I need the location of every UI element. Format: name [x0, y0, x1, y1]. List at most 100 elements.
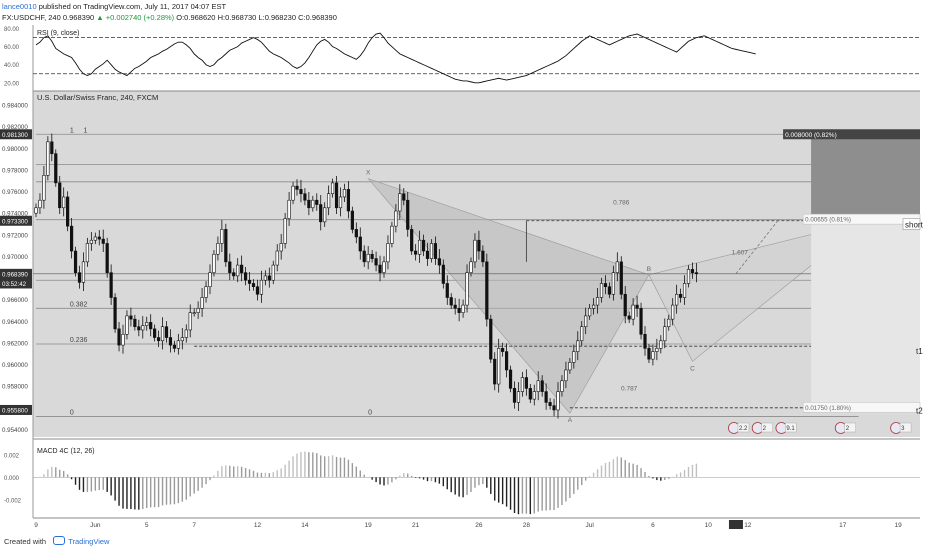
- event-badge: 2: [763, 426, 767, 432]
- pattern-point-label: B: [647, 266, 651, 273]
- candle-bear: [528, 388, 532, 400]
- candle-bear: [449, 297, 453, 306]
- candle-bear: [73, 250, 78, 273]
- candle-bear: [243, 272, 248, 281]
- candle-bull: [271, 264, 275, 281]
- rsi-title: RSI (9, close): [37, 30, 79, 37]
- candle-bull: [212, 253, 216, 273]
- candle-bear: [639, 308, 643, 335]
- candle-bull: [366, 253, 370, 263]
- candle-bull: [675, 293, 679, 306]
- candle-bear: [251, 283, 256, 288]
- candle-bull: [564, 369, 568, 382]
- candle-bear: [406, 199, 410, 230]
- candle-bear: [58, 182, 62, 209]
- time-tick-label: 21: [412, 522, 420, 529]
- price-tag-bg: [0, 215, 32, 226]
- trade-label: t2: [916, 407, 923, 416]
- price-tag: 0.981300: [2, 132, 28, 139]
- event-badge: 3: [901, 426, 905, 432]
- ohlc-open: O:0.968620: [176, 13, 216, 22]
- candle-bear: [66, 196, 70, 227]
- candle-bull: [588, 308, 592, 317]
- main-chart-title: U.S. Dollar/Swiss Franc, 240, FXCM: [37, 93, 158, 102]
- time-tick-label: 19: [894, 522, 902, 529]
- event-badge-bg: [737, 422, 750, 433]
- time-tick-label: Jul: [585, 522, 594, 529]
- candle-bear: [441, 264, 445, 284]
- candle-bull: [671, 304, 675, 320]
- candle-bear: [544, 391, 548, 403]
- symbol-name: FX:USDCHF, 240: [2, 13, 61, 22]
- position-tag: 0.01750 (1.80%): [805, 405, 851, 412]
- fib-level-label: 0: [70, 409, 74, 416]
- candle-bull: [283, 218, 287, 244]
- candle-bull: [398, 193, 402, 212]
- candle-bull: [279, 243, 283, 252]
- candle-bear: [350, 210, 354, 230]
- price-tag-bg: [0, 268, 32, 279]
- price-tag: 0.968390: [2, 271, 28, 278]
- candle-bear: [481, 250, 485, 263]
- candle-bear: [421, 239, 426, 252]
- time-tick-label: 5: [145, 522, 149, 529]
- candle-bull: [62, 196, 66, 209]
- candle-bull: [338, 196, 343, 209]
- price-tag-bg: [0, 129, 32, 140]
- candle-bull: [200, 297, 204, 309]
- candle-bear: [117, 328, 121, 346]
- candle-bear: [97, 236, 101, 240]
- candle-bear: [54, 153, 58, 184]
- price-tick-label: 0.974000: [2, 211, 28, 218]
- candle-bull: [584, 315, 588, 328]
- candle-bear: [319, 204, 323, 223]
- price-tick-label: 0.962000: [2, 340, 28, 347]
- tradingview-brand[interactable]: TradingView: [68, 537, 110, 546]
- candle-bull: [180, 337, 184, 342]
- candle-bull: [682, 283, 687, 298]
- candle-bull: [145, 322, 149, 326]
- price-tick-label: 0.972000: [2, 232, 28, 239]
- candle-bear: [228, 261, 232, 273]
- price-tick-label: 0.980000: [2, 146, 28, 153]
- candle-bear: [489, 318, 493, 360]
- candle-bull: [236, 264, 240, 277]
- candle-bull: [323, 207, 327, 223]
- candle-bear: [358, 236, 362, 252]
- candle-bull: [611, 272, 615, 295]
- candle-bull: [655, 348, 659, 352]
- candle-bear: [315, 199, 319, 205]
- candle-bear: [552, 405, 556, 411]
- author-name[interactable]: lance0010: [2, 2, 37, 11]
- candle-bear: [627, 315, 631, 320]
- candle-bull: [192, 312, 196, 314]
- candle-bear: [647, 348, 651, 360]
- candle-bull: [615, 261, 619, 273]
- candle-bull: [196, 308, 200, 313]
- candle-bull: [580, 326, 584, 342]
- time-tick-label: Jun: [90, 522, 101, 529]
- tradingview-cloud-icon: [53, 536, 66, 545]
- candle-bull: [556, 391, 560, 411]
- candle-bear: [548, 402, 552, 406]
- candle-bear: [172, 344, 177, 349]
- event-badge: 2.2: [739, 426, 748, 432]
- candle-bear: [101, 238, 105, 244]
- candle-bear: [232, 272, 236, 277]
- trade-label: t1: [916, 347, 923, 356]
- candle-bear: [346, 189, 351, 212]
- candle-bull: [473, 239, 477, 263]
- price-tick-label: 0.982000: [2, 124, 28, 131]
- candle-bear: [156, 337, 161, 342]
- fib-level-label: 0: [368, 409, 372, 416]
- candle-bear: [137, 326, 141, 331]
- candle-bull: [34, 207, 38, 214]
- candle-bull: [465, 272, 469, 306]
- publish-info: published on TradingView.com, July 11, 2…: [36, 2, 227, 11]
- candle-bull: [176, 340, 180, 349]
- pattern-point-label: X: [366, 170, 371, 177]
- rsi-tick-label: 80.00: [4, 27, 20, 33]
- candle-bull: [188, 312, 192, 331]
- candle-bear: [524, 377, 528, 389]
